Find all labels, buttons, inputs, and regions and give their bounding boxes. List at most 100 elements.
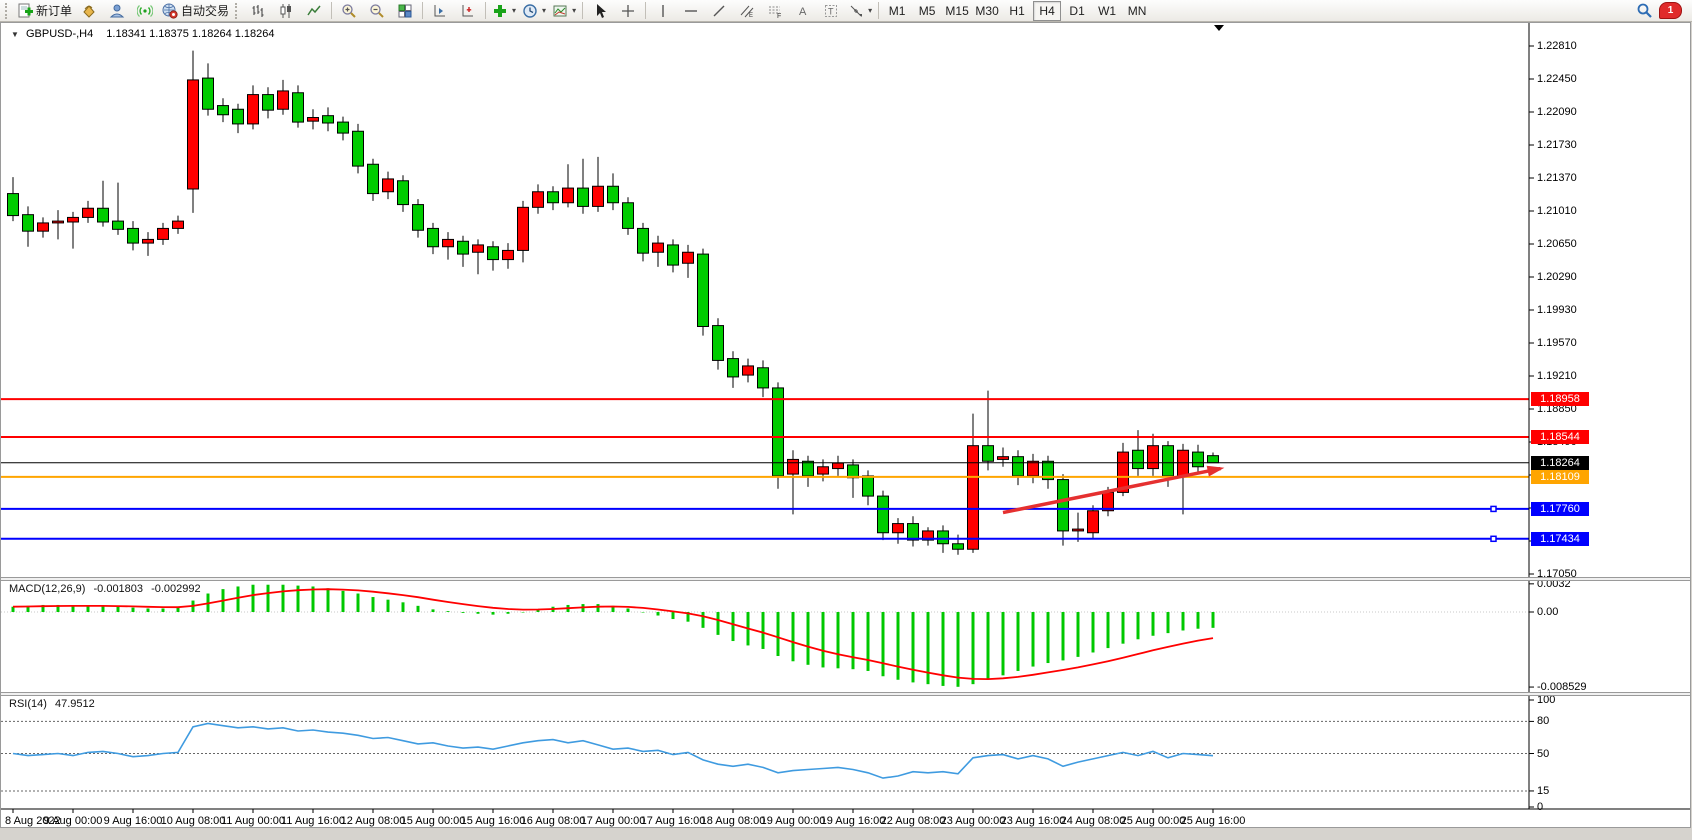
indicator-window-button[interactable] (454, 0, 482, 22)
zoom-out-icon (370, 3, 384, 18)
period-button[interactable]: ▾ (519, 0, 549, 22)
macd-histogram-bar (266, 584, 270, 612)
timeframe-button-D1[interactable]: D1 (1069, 3, 1085, 18)
candle-body (157, 227, 169, 240)
signal-button[interactable] (131, 0, 159, 22)
macd-histogram-bar (671, 612, 675, 620)
price-line-badge: 1.18544 (1531, 430, 1589, 445)
macd-histogram-bar (101, 605, 105, 612)
pane-separator-rsi[interactable] (1, 692, 1690, 696)
trend-arrow-head[interactable] (1206, 465, 1225, 477)
vertical-line-icon (662, 4, 664, 17)
toolbar-grip[interactable] (235, 2, 241, 19)
horizontal-line-tool-button[interactable] (677, 0, 705, 22)
time-axis-label: 11 Aug 00:00 (220, 815, 286, 827)
clock-icon (523, 3, 537, 18)
timeframe-button-MN[interactable]: MN (1127, 3, 1147, 18)
collapse-triangle-icon[interactable]: ▼ (11, 30, 19, 39)
timeframe-button-M5[interactable]: M5 (918, 3, 936, 18)
vertical-line-tool-button[interactable] (649, 0, 677, 22)
timeframe-button-H4[interactable]: H4 (1033, 0, 1062, 21)
shapes-tool-button[interactable]: ▾ (845, 0, 875, 22)
candle-body (862, 475, 874, 497)
signal-icon (137, 4, 154, 17)
fibonacci-icon: F (769, 6, 781, 19)
tile-windows-icon (398, 4, 412, 17)
main-toolbar: 新订单 自动交易 (0, 0, 1692, 22)
label-tool-button[interactable]: T (817, 0, 845, 22)
pane-separator-macd[interactable] (1, 577, 1690, 581)
profile-button[interactable] (103, 0, 131, 22)
crosshair-tool-button[interactable] (614, 0, 642, 22)
step-forward-button[interactable] (426, 0, 454, 22)
auto-trading-icon (162, 3, 178, 19)
candle-body (112, 220, 124, 230)
add-indicator-icon (494, 4, 507, 17)
timeframe-button-M1[interactable]: M1 (888, 3, 906, 18)
search-icon[interactable] (1636, 2, 1653, 19)
time-axis-label: 9 Aug 16:00 (103, 815, 163, 827)
trendline-tool-button[interactable] (705, 0, 733, 22)
candle-body (1072, 528, 1084, 532)
price-line-badge: 1.18109 (1531, 469, 1589, 484)
macd-histogram-bar (791, 612, 795, 662)
time-axis-label: 9 Aug 00:00 (43, 815, 103, 827)
zoom-in-button[interactable] (335, 0, 363, 22)
cursor-tool-button[interactable] (586, 0, 614, 22)
add-indicator-button[interactable]: ▾ (489, 0, 519, 22)
main-chart-canvas[interactable] (1, 23, 1690, 827)
candle-body (187, 79, 199, 190)
candlestick-mode-button[interactable] (272, 0, 300, 22)
line-handle[interactable] (1490, 535, 1497, 543)
line-handle[interactable] (1490, 505, 1497, 513)
fibonacci-tool-button[interactable]: F (761, 0, 789, 22)
macd-histogram-bar (446, 611, 450, 612)
candle-body (52, 220, 64, 224)
zoom-out-button[interactable] (363, 0, 391, 22)
macd-histogram-bar (1196, 612, 1200, 629)
price-tick-label: 1.19210 (1537, 370, 1577, 382)
time-axis-label: 19 Aug 16:00 (820, 815, 886, 827)
macd-histogram-bar (341, 590, 345, 612)
macd-histogram-bar (356, 593, 360, 612)
macd-histogram-bar (386, 599, 390, 612)
tile-windows-button[interactable] (391, 0, 419, 22)
price-tick-label: 1.19570 (1537, 337, 1577, 349)
macd-histogram-bar (1211, 612, 1215, 628)
template-button[interactable]: ▾ (549, 0, 579, 22)
candle-body (892, 523, 904, 534)
line-chart-mode-button[interactable] (300, 0, 328, 22)
candle-body (232, 108, 244, 125)
chart-shift-marker[interactable] (1214, 25, 1224, 31)
text-tool-button[interactable]: A (789, 0, 817, 22)
new-order-button[interactable]: 新订单 (14, 0, 75, 22)
candle-body (172, 220, 184, 229)
notification-badge[interactable]: 1 (1659, 2, 1682, 19)
candle-body (97, 207, 109, 223)
rsi-value: 47.9512 (54, 698, 95, 710)
candle-body (907, 523, 919, 541)
rsi-tick-label: 15 (1537, 784, 1550, 797)
macd-histogram-bar (626, 608, 630, 612)
toolbar-grip[interactable] (5, 2, 11, 19)
timeframe-button-H1[interactable]: H1 (1009, 3, 1025, 18)
time-axis-label: 11 Aug 16:00 (280, 815, 346, 827)
auto-trading-button[interactable]: 自动交易 (159, 0, 232, 22)
candle-body (412, 204, 424, 231)
trend-arrow-line[interactable] (1002, 466, 1221, 515)
styler-button[interactable] (75, 0, 103, 22)
candle-body (1087, 510, 1099, 534)
rsi-tick-label: 100 (1537, 694, 1556, 706)
macd-histogram-bar (41, 604, 45, 612)
macd-histogram-bar (851, 612, 855, 670)
timeframe-button-M15[interactable]: M15 (945, 3, 969, 18)
bar-chart-mode-button[interactable] (244, 0, 272, 22)
candle-body (142, 238, 154, 244)
candle-body (127, 227, 139, 244)
macd-histogram-bar (1121, 612, 1125, 644)
candle-body (922, 530, 934, 541)
channel-tool-button[interactable]: E (733, 0, 761, 22)
chart-step-icon (434, 4, 446, 16)
timeframe-button-M30[interactable]: M30 (975, 3, 999, 18)
timeframe-button-W1[interactable]: W1 (1098, 3, 1117, 18)
